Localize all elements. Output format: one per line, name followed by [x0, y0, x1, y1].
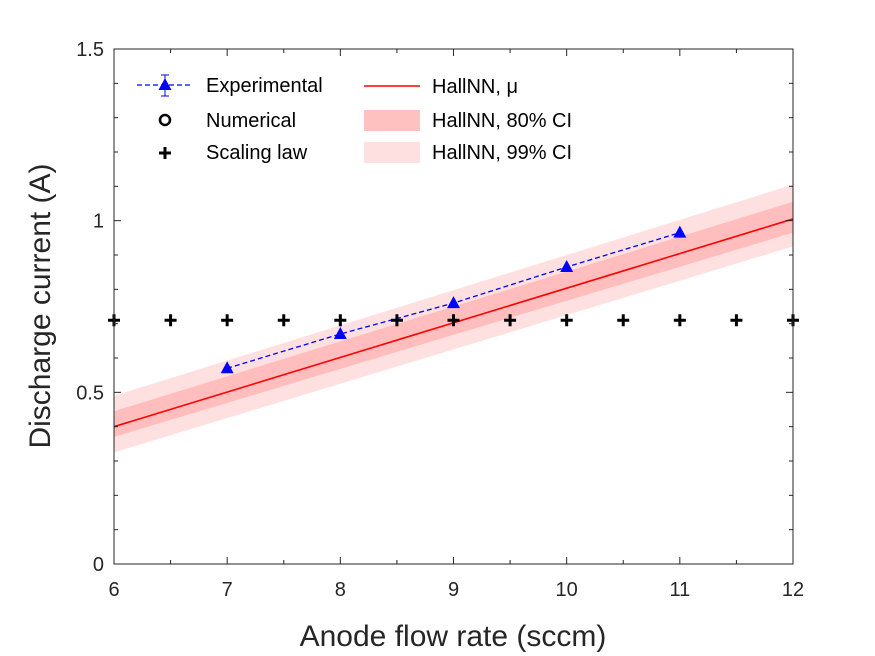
legend-hallnn-99ci-label: HallNN, 99% CI: [432, 142, 572, 164]
point-scaling-law: [164, 314, 177, 327]
x-tick-label: 8: [335, 579, 346, 601]
y-tick-label: 1: [93, 211, 104, 233]
y-tick-label: 1.5: [76, 39, 104, 61]
legend-numerical-label: Numerical: [206, 110, 296, 132]
point-experimental: [447, 296, 460, 309]
legend-numerical-marker: [158, 113, 172, 127]
x-tick-label: 7: [222, 579, 233, 601]
point-scaling-law: [447, 314, 460, 327]
legend-hallnn-80ci-label: HallNN, 80% CI: [432, 110, 572, 132]
point-scaling-law: [560, 314, 573, 327]
plot-layer: [108, 184, 799, 453]
point-experimental: [220, 361, 234, 374]
legend-hallnn-mu-label: HallNN, μ: [432, 76, 518, 98]
point-scaling-law: [221, 314, 234, 327]
x-tick-label: 11: [669, 579, 690, 601]
point-scaling-law: [673, 314, 686, 327]
x-tick-label: 9: [448, 579, 459, 601]
point-scaling-law: [504, 314, 517, 327]
point-experimental: [560, 260, 574, 273]
legend-scaling-law-label: Scaling law: [206, 142, 308, 164]
x-tick-label: 12: [782, 579, 804, 601]
legend-experimental-marker: [158, 78, 172, 90]
tick-layer: 6 7 8 9 10 11 12 0 0.5 1 1.5: [76, 39, 804, 601]
legend-hallnn-80ci-patch: [364, 110, 420, 131]
legend-hallnn-99ci-patch: [364, 142, 420, 163]
point-scaling-law: [617, 314, 630, 327]
point-scaling-law: [334, 314, 347, 327]
point-scaling-law: [390, 314, 403, 327]
legend-experimental-label: Experimental: [206, 75, 323, 97]
y-axis-label: Discharge current (A): [24, 163, 57, 448]
point-experimental: [673, 225, 687, 238]
y-tick-label: 0.5: [76, 382, 104, 404]
legend: Experimental Numerical Scaling law HallN…: [121, 66, 608, 174]
x-tick-label: 10: [556, 579, 578, 601]
x-tick-label: 6: [108, 579, 119, 601]
point-scaling-law: [730, 314, 743, 327]
legend-scaling-law-marker: [159, 147, 171, 159]
point-experimental: [333, 326, 347, 339]
point-scaling-law: [277, 314, 290, 327]
y-tick-label: 0: [93, 554, 104, 576]
x-axis-label: Anode flow rate (sccm): [300, 620, 607, 653]
